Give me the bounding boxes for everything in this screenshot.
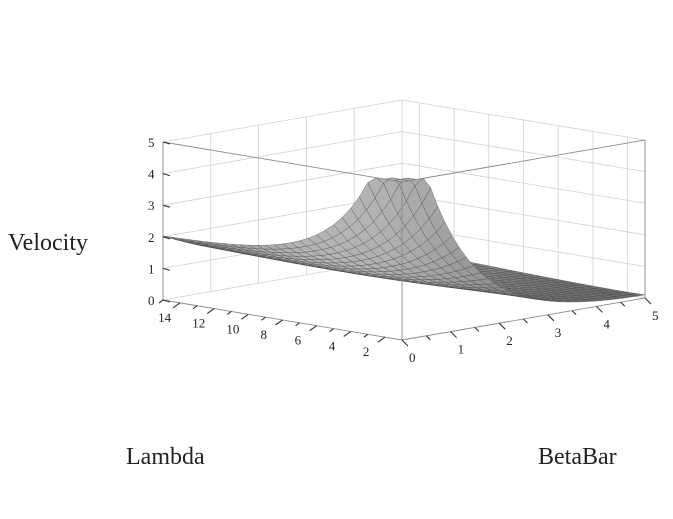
lambda-tick-mark — [172, 302, 181, 309]
lambda-tick-label: 6 — [295, 333, 302, 348]
lambda-tick-label: 8 — [261, 327, 268, 342]
betabar-tick-label: 4 — [603, 316, 610, 331]
lambda-tick-label: 10 — [226, 321, 239, 336]
lambda-tick-mark — [275, 319, 283, 326]
lambda-minor-tick — [363, 333, 369, 338]
lambda-minor-tick — [158, 299, 164, 304]
z-tick-label: 0 — [148, 293, 155, 308]
betabar-tick-label: 5 — [652, 308, 659, 323]
lambda-tick-mark — [377, 336, 386, 343]
z-axis-title: Velocity — [8, 230, 88, 256]
lambda-minor-tick — [295, 322, 300, 327]
surface-mesh — [162, 177, 646, 303]
betabar-tick-mark — [498, 322, 506, 330]
betabar-tick-label: 1 — [458, 342, 465, 357]
lambda-minor-tick — [329, 328, 335, 333]
betabar-tick-label: 2 — [506, 333, 513, 348]
betabar-tick-mark — [547, 314, 555, 322]
z-tick-label: 3 — [148, 198, 155, 213]
grid-line-z — [162, 131, 646, 174]
lambda-tick-label: 2 — [363, 344, 370, 359]
y-axis-title: BetaBar — [538, 444, 617, 470]
z-tick-label: 4 — [148, 167, 155, 182]
lambda-minor-tick — [261, 316, 266, 321]
betabar-minor-tick — [474, 327, 480, 332]
betabar-tick-mark — [401, 339, 409, 347]
z-tick-mark — [162, 173, 171, 177]
grid-line-z — [162, 99, 646, 143]
box-edge — [162, 141, 403, 183]
lambda-minor-tick — [192, 305, 198, 310]
lambda-tick-mark — [309, 325, 317, 332]
box-edge — [401, 139, 646, 183]
betabar-tick-label: 0 — [409, 350, 416, 365]
lambda-tick-mark — [343, 330, 352, 337]
betabar-tick-label: 3 — [555, 325, 562, 340]
lambda-tick-label: 12 — [192, 316, 205, 331]
grid-line-z — [162, 162, 646, 206]
betabar-minor-tick — [425, 335, 431, 341]
x-axis-title: Lambda — [126, 444, 205, 470]
z-tick-mark — [162, 267, 171, 271]
lambda-tick-label: 14 — [158, 310, 172, 325]
lambda-minor-tick — [226, 310, 232, 315]
betabar-tick-mark — [596, 306, 603, 313]
betabar-minor-tick — [571, 310, 577, 315]
betabar-tick-mark — [644, 297, 652, 305]
z-tick-label: 2 — [148, 230, 155, 245]
betabar-tick-mark — [450, 331, 457, 338]
z-tick-label: 5 — [148, 135, 155, 150]
lambda-tick-label: 4 — [329, 338, 336, 353]
z-tick-mark — [162, 141, 171, 145]
lambda-tick-mark — [241, 313, 249, 320]
z-tick-label: 1 — [148, 261, 155, 276]
z-tick-mark — [162, 236, 171, 240]
z-tick-mark — [162, 299, 171, 303]
lambda-tick-mark — [206, 308, 215, 315]
betabar-minor-tick — [620, 301, 626, 307]
z-tick-mark — [162, 204, 171, 208]
betabar-minor-tick — [523, 318, 528, 324]
